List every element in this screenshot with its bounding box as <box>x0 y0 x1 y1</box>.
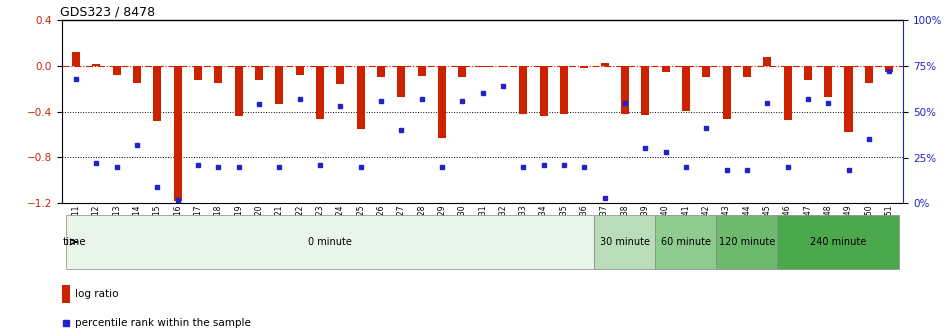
Bar <box>702 66 710 77</box>
Bar <box>784 66 791 120</box>
Bar <box>458 66 466 77</box>
Bar <box>377 66 385 77</box>
Bar <box>682 66 690 111</box>
Bar <box>296 66 303 75</box>
Bar <box>716 215 777 269</box>
Bar <box>844 66 853 132</box>
Bar <box>641 66 650 115</box>
Text: 60 minute: 60 minute <box>661 237 711 247</box>
Bar <box>174 66 182 201</box>
Bar <box>398 66 405 97</box>
Text: 0 minute: 0 minute <box>308 237 352 247</box>
Bar <box>357 66 365 129</box>
Text: 120 minute: 120 minute <box>719 237 775 247</box>
Bar <box>72 52 80 66</box>
Bar <box>255 66 263 80</box>
Bar <box>437 66 446 138</box>
Bar <box>66 215 594 269</box>
Bar <box>62 285 70 303</box>
Bar <box>499 66 507 67</box>
Bar <box>594 215 655 269</box>
Text: 30 minute: 30 minute <box>600 237 650 247</box>
Bar <box>417 66 426 76</box>
Bar <box>723 66 730 119</box>
Bar <box>337 66 344 84</box>
Text: 240 minute: 240 minute <box>810 237 866 247</box>
Bar <box>316 66 324 119</box>
Bar <box>539 66 548 116</box>
Bar <box>655 215 716 269</box>
Bar <box>560 66 568 114</box>
Text: log ratio: log ratio <box>75 289 119 299</box>
Text: percentile rank within the sample: percentile rank within the sample <box>75 318 251 328</box>
Bar <box>275 66 283 104</box>
Bar <box>478 66 487 67</box>
Bar <box>743 66 751 77</box>
Bar <box>112 66 121 75</box>
Bar <box>763 57 771 66</box>
Bar <box>235 66 243 116</box>
Text: time: time <box>62 237 86 247</box>
Bar <box>777 215 900 269</box>
Bar <box>885 66 893 72</box>
Bar <box>804 66 812 80</box>
Bar <box>864 66 873 83</box>
Bar <box>621 66 629 114</box>
Bar <box>133 66 141 83</box>
Bar <box>519 66 528 114</box>
Bar <box>214 66 223 83</box>
Bar <box>92 64 101 66</box>
Bar <box>153 66 162 121</box>
Bar <box>600 62 609 66</box>
Text: GDS323 / 8478: GDS323 / 8478 <box>60 6 155 19</box>
Bar <box>662 66 670 72</box>
Bar <box>194 66 202 80</box>
Bar <box>580 66 589 68</box>
Bar <box>825 66 832 97</box>
